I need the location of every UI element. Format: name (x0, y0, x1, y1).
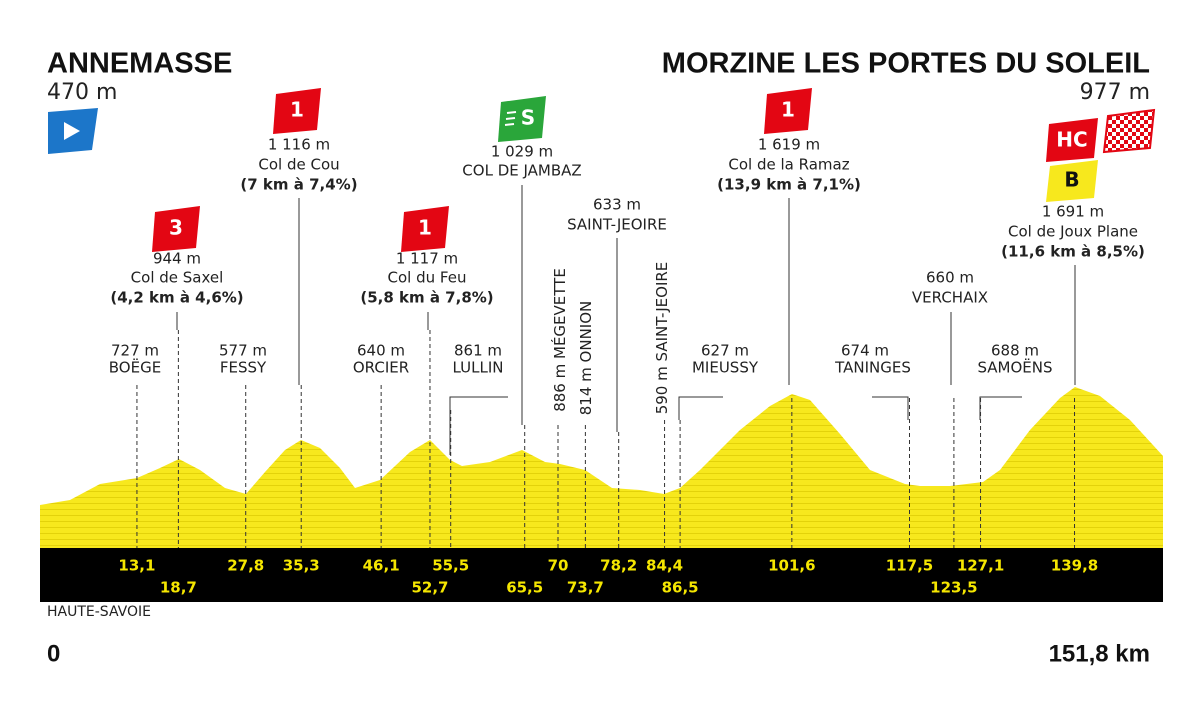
km-label: 86,5 (662, 579, 699, 597)
place-name: ORCIER (353, 359, 409, 377)
start-name: ANNEMASSE (47, 48, 232, 80)
category-badge (764, 88, 812, 134)
category-badge (401, 206, 449, 252)
category: 3 (169, 216, 183, 240)
place-name: SAINT-JEOIRE (567, 216, 667, 234)
finish-altitude: 977 m (1080, 80, 1150, 105)
place-altitude: 861 m (454, 342, 502, 360)
bonus-badge (1046, 160, 1098, 202)
category: 1 (418, 216, 432, 240)
category: 1 (290, 98, 304, 122)
category: HC (1056, 128, 1087, 152)
place-vertical: 886 m MÉGEVETTE (550, 268, 569, 412)
sprint-name: COL DE JAMBAZ (462, 162, 581, 180)
leader-lines (176, 185, 1076, 455)
category-badge (273, 88, 321, 134)
climb-saxel: 3 944 m Col de Saxel (4,2 km à 4,6%) (110, 206, 244, 307)
place-name: MÉGEVETTE (550, 268, 569, 359)
climb-detail: (5,8 km à 7,8%) (360, 289, 493, 307)
km-label: 127,1 (957, 557, 1004, 575)
place-altitude: 886 m (551, 364, 569, 412)
sprint-icon (504, 111, 517, 126)
km-label: 139,8 (1051, 557, 1098, 575)
place-name: LULLIN (453, 359, 504, 377)
place-altitude: 814 m (577, 367, 595, 415)
km-label: 84,4 (646, 557, 683, 575)
place-name: ONNION (577, 301, 595, 363)
finish-km: 151,8 km (1049, 640, 1150, 667)
place-name: SAMOËNS (977, 358, 1052, 377)
km-label: 117,5 (886, 557, 933, 575)
climb-name: Col du Feu (388, 269, 467, 287)
km-band (40, 548, 1163, 602)
km-label: 70 (548, 557, 569, 575)
category: 1 (781, 98, 795, 122)
region: HAUTE-SAVOIE (47, 604, 151, 620)
finish-name: MORZINE LES PORTES DU SOLEIL (662, 48, 1150, 80)
place-name: TANINGES (834, 359, 911, 377)
km-label: 123,5 (930, 579, 977, 597)
place-name: MIEUSSY (692, 359, 759, 377)
sprint-badge (498, 96, 546, 142)
km-label: 52,7 (411, 579, 448, 597)
bonus: B (1064, 168, 1079, 192)
places: 727 m BOËGE 577 m FESSY 640 m ORCIER 861… (109, 196, 1053, 416)
altitude: 1 691 m (1042, 203, 1104, 221)
climb-detail: (7 km à 7,4%) (240, 176, 357, 194)
solid-leader (176, 185, 1076, 455)
elevation-profile (40, 387, 1163, 548)
km-label: 73,7 (567, 579, 604, 597)
km-label: 55,5 (432, 557, 469, 575)
start-km: 0 (47, 640, 60, 667)
start-altitude: 470 m (47, 80, 117, 105)
place-altitude: 577 m (219, 342, 267, 360)
place-altitude: 660 m (926, 269, 974, 287)
altitude: 1 619 m (758, 136, 820, 154)
climb-detail: (4,2 km à 4,6%) (110, 289, 243, 307)
climb-name: Col de Joux Plane (1008, 223, 1138, 241)
climb-detail: (11,6 km à 8,5%) (1001, 243, 1145, 261)
km-label: 101,6 (768, 557, 815, 575)
km-label: 35,3 (283, 557, 320, 575)
climb-ramaz: 1 1 619 m Col de la Ramaz (13,9 km à 7,1… (717, 88, 861, 194)
km-label: 18,7 (160, 579, 197, 597)
climb-joux-plane: HC B 1 691 m Col de Joux Plane (11,6 km … (1001, 108, 1156, 261)
altitude: 1 116 m (268, 136, 330, 154)
km-marks: 13,1 18,7 27,8 35,3 46,1 52,7 55,5 65,5 70 73,7 78… (118, 330, 1098, 597)
sprint-category: S (521, 106, 535, 130)
climb-detail: (13,9 km à 7,1%) (717, 176, 861, 194)
place-altitude: 727 m (111, 342, 159, 360)
place-altitude: 590 m (653, 366, 671, 414)
place-name: FESSY (220, 359, 267, 377)
place-altitude: 633 m (593, 196, 641, 214)
km-label: 27,8 (227, 557, 264, 575)
place-name: VERCHAIX (912, 289, 988, 307)
altitude: 1 117 m (396, 250, 458, 268)
climb-name: Col de la Ramaz (728, 156, 849, 174)
sprint-jambaz: S 1 029 m COL DE JAMBAZ (462, 96, 582, 180)
place-name: SAINT-JEOIRE (653, 262, 671, 362)
place-altitude: 627 m (701, 342, 749, 360)
altitude: 944 m (153, 250, 201, 268)
place-name: BOËGE (109, 358, 161, 377)
place-vertical: 590 m SAINT-JEOIRE (653, 262, 671, 415)
km-label: 65,5 (506, 579, 543, 597)
km-label: 78,2 (600, 557, 637, 575)
category-badge (1046, 118, 1098, 162)
place-altitude: 688 m (991, 342, 1039, 360)
finish-flag (1102, 108, 1156, 154)
climb-name: Col de Saxel (131, 269, 224, 287)
climb-name: Col de Cou (258, 156, 339, 174)
km-label: 46,1 (363, 557, 400, 575)
category-badge (152, 206, 200, 252)
place-altitude: 640 m (357, 342, 405, 360)
start-flag-arrow (64, 122, 80, 140)
place-vertical: 814 m ONNION (577, 301, 595, 416)
climb-cou: 1 1 116 m Col de Cou (7 km à 7,4%) (240, 88, 358, 194)
place-altitude: 674 m (841, 342, 889, 360)
climb-feu: 1 1 117 m Col du Feu (5,8 km à 7,8%) (360, 206, 494, 307)
altitude: 1 029 m (491, 143, 553, 161)
km-label: 13,1 (118, 557, 155, 575)
